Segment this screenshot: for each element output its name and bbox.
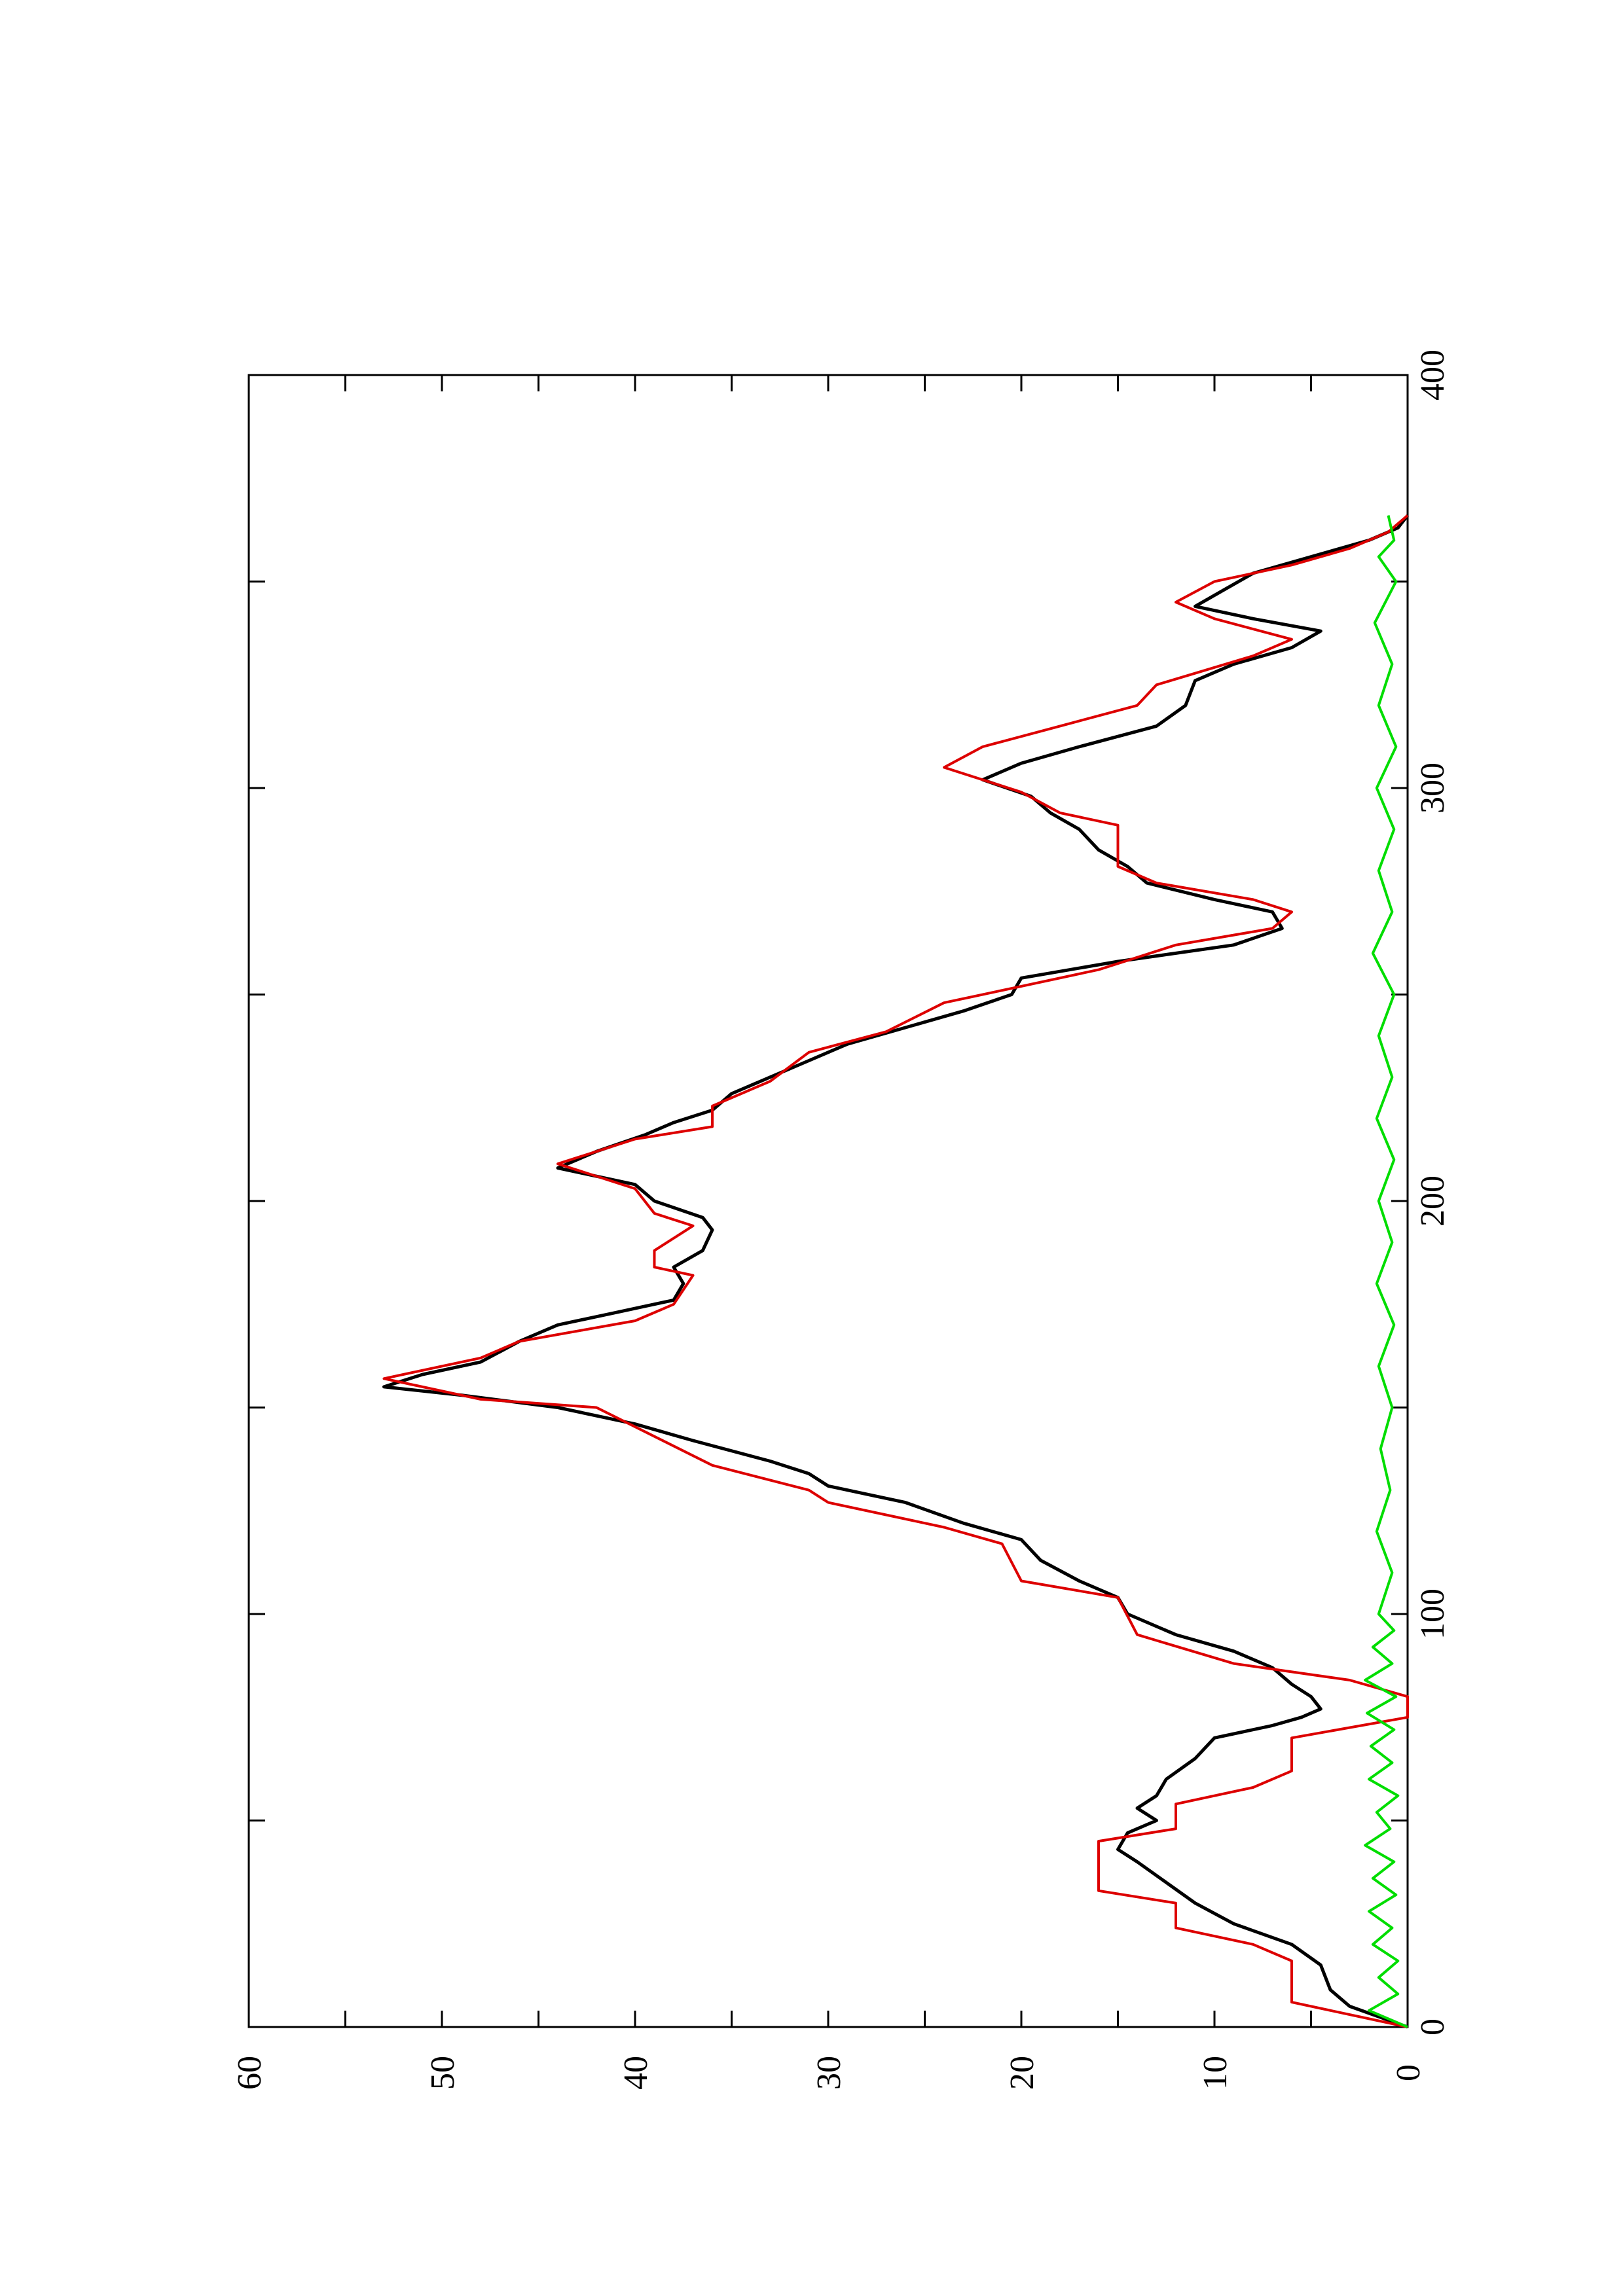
x-tick-label: 100 bbox=[1414, 1588, 1451, 1640]
y-tick-label: 50 bbox=[424, 2056, 462, 2090]
series-line-green bbox=[1364, 515, 1408, 2028]
axis-tick-labels: 0 100 200 300 400 0 10 20 30 40 50 60 bbox=[231, 350, 1451, 2090]
y-tick-label: 30 bbox=[811, 2056, 848, 2090]
y-tick-label: 10 bbox=[1197, 2056, 1234, 2090]
y-tick-label: 0 bbox=[1390, 2064, 1427, 2081]
y-tick-label: 40 bbox=[617, 2056, 655, 2090]
series-line-black bbox=[382, 514, 1409, 2029]
y-tick-label: 60 bbox=[231, 2056, 268, 2090]
y-tick-label: 20 bbox=[1004, 2056, 1041, 2090]
x-tick-label: 200 bbox=[1414, 1175, 1451, 1227]
x-tick-label: 0 bbox=[1414, 2018, 1451, 2036]
x-tick-label: 400 bbox=[1414, 350, 1451, 401]
series-line-red bbox=[382, 514, 1409, 2028]
x-tick-label: 300 bbox=[1414, 762, 1451, 814]
axis-ticks bbox=[247, 374, 1409, 2028]
series-layer bbox=[382, 514, 1409, 2029]
